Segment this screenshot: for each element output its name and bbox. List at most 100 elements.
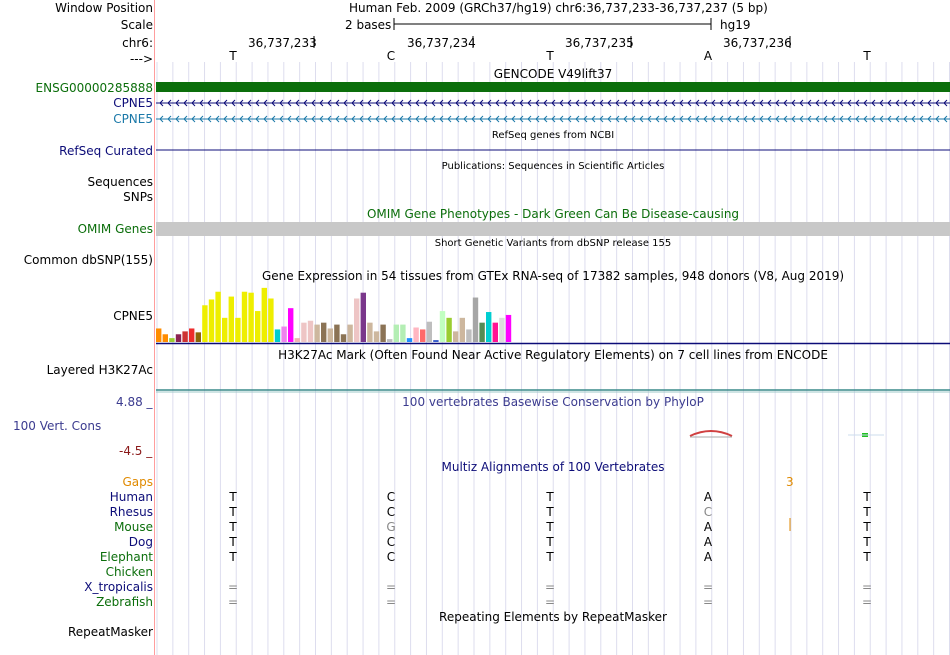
publications-track-title[interactable]: Publications: Sequences in Scientific Ar… bbox=[441, 161, 665, 172]
h3k27ac-track-title[interactable]: H3K27Ac Mark (Often Found Near Active Re… bbox=[278, 348, 828, 362]
gtex-bar bbox=[334, 324, 340, 342]
species-label[interactable]: Elephant bbox=[99, 550, 153, 564]
strand-arrow bbox=[383, 99, 388, 107]
strand-arrow bbox=[735, 115, 740, 123]
strand-arrow bbox=[263, 115, 268, 123]
alignment-base: = bbox=[385, 595, 397, 609]
gencode-track-title[interactable]: GENCODE V49lift37 bbox=[493, 67, 613, 81]
strand-arrow bbox=[767, 115, 772, 123]
dbsnp-track-title[interactable]: Short Genetic Variants from dbSNP releas… bbox=[434, 238, 672, 249]
multiz-track-title[interactable]: Multiz Alignments of 100 Vertebrates bbox=[441, 460, 665, 474]
gtex-bar bbox=[420, 329, 426, 342]
strand-arrow bbox=[591, 115, 596, 123]
strand-arrow bbox=[759, 99, 764, 107]
strand-arrow bbox=[855, 115, 860, 123]
gencode-tx1-label[interactable]: CPNE5 bbox=[113, 96, 153, 110]
gtex-bar bbox=[446, 317, 452, 342]
strand-arrow bbox=[759, 115, 764, 123]
gtex-label[interactable]: CPNE5 bbox=[113, 309, 153, 323]
strand-arrow bbox=[311, 115, 316, 123]
scale-assembly: hg19 bbox=[720, 18, 751, 32]
gencode-gene-bar bbox=[156, 82, 950, 92]
species-label[interactable]: Rhesus bbox=[109, 505, 153, 519]
gtex-bar bbox=[453, 331, 459, 342]
strand-arrow bbox=[671, 115, 676, 123]
strand-arrow bbox=[383, 115, 388, 123]
strand-arrow bbox=[903, 99, 908, 107]
strand-arrow bbox=[919, 115, 924, 123]
strand-arrow bbox=[575, 99, 580, 107]
alignment-base: C bbox=[386, 550, 396, 564]
strand-arrow bbox=[471, 99, 476, 107]
gtex-track-title[interactable]: Gene Expression in 54 tissues from GTEx … bbox=[261, 269, 845, 283]
refseq-label[interactable]: RefSeq Curated bbox=[59, 144, 153, 158]
repeatmasker-track-title[interactable]: Repeating Elements by RepeatMasker bbox=[439, 610, 667, 624]
strand-arrow bbox=[335, 99, 340, 107]
strand-arrow bbox=[559, 115, 564, 123]
strand-arrow bbox=[743, 115, 748, 123]
alignment-base: = bbox=[544, 580, 556, 594]
omim-track-title[interactable]: OMIM Gene Phenotypes - Dark Green Can Be… bbox=[366, 207, 740, 221]
strand-arrow bbox=[855, 99, 860, 107]
repeatmasker-label[interactable]: RepeatMasker bbox=[67, 625, 153, 639]
gtex-bar bbox=[241, 291, 248, 342]
strand-arrow bbox=[831, 115, 836, 123]
gencode-gene-label[interactable]: ENSG00000285888 bbox=[35, 81, 153, 95]
strand-arrow bbox=[815, 99, 820, 107]
alignment-base: = bbox=[702, 580, 714, 594]
strand-arrow bbox=[167, 115, 172, 123]
gtex-bar bbox=[169, 338, 175, 342]
strand-arrow bbox=[943, 99, 948, 107]
species-label[interactable]: Zebrafish bbox=[96, 595, 153, 609]
strand-arrow bbox=[335, 115, 340, 123]
alignment-base: A bbox=[703, 550, 713, 564]
omim-label[interactable]: OMIM Genes bbox=[77, 222, 153, 236]
species-label[interactable]: X_tropicalis bbox=[84, 580, 153, 594]
dbsnp-label[interactable]: Common dbSNP(155) bbox=[23, 253, 153, 267]
alignment-base: = bbox=[544, 595, 556, 609]
strand-arrow bbox=[927, 99, 932, 107]
strand-arrow bbox=[479, 115, 484, 123]
publications-label-snps[interactable]: SNPs bbox=[123, 190, 153, 204]
window-position-text: Human Feb. 2009 (GRCh37/hg19) chr6:36,73… bbox=[349, 1, 768, 15]
strand-arrow bbox=[207, 115, 212, 123]
position-tick: 36,737,236 bbox=[723, 36, 792, 50]
strand-arrow bbox=[463, 99, 468, 107]
alignment-base: C bbox=[703, 505, 713, 519]
gtex-bar bbox=[162, 334, 168, 342]
strand-arrow bbox=[663, 99, 668, 107]
gtex-bar bbox=[479, 322, 485, 342]
strand-arrow bbox=[255, 99, 260, 107]
strand-arrow bbox=[231, 115, 236, 123]
alignment-base: T bbox=[229, 520, 237, 534]
strand-arrow bbox=[215, 115, 220, 123]
strand-arrow bbox=[215, 99, 220, 107]
species-label[interactable]: Chicken bbox=[105, 565, 153, 579]
species-label[interactable]: Mouse bbox=[114, 520, 153, 534]
publications-label-sequences[interactable]: Sequences bbox=[87, 175, 153, 189]
strand-arrow bbox=[279, 99, 284, 107]
gtex-bar bbox=[433, 340, 439, 342]
refseq-track-title[interactable]: RefSeq genes from NCBI bbox=[491, 130, 615, 141]
strand-arrow bbox=[695, 115, 700, 123]
strand-arrow bbox=[271, 99, 276, 107]
species-label[interactable]: Human bbox=[109, 490, 153, 504]
strand-arrow bbox=[879, 99, 884, 107]
gencode-tx2-label[interactable]: CPNE5 bbox=[113, 112, 153, 126]
gtex-bar bbox=[288, 308, 294, 342]
gtex-bar bbox=[182, 331, 188, 342]
gtex-bar bbox=[347, 324, 353, 342]
phylop-track-title[interactable]: 100 vertebrates Basewise Conservation by… bbox=[402, 395, 704, 409]
alignment-base: T bbox=[229, 550, 237, 564]
gtex-bar bbox=[175, 334, 182, 342]
strand-arrow bbox=[175, 115, 180, 123]
strand-arrow bbox=[527, 115, 532, 123]
strand-arrow bbox=[415, 115, 420, 123]
species-label[interactable]: Dog bbox=[128, 535, 153, 549]
h3k27ac-label[interactable]: Layered H3K27Ac bbox=[46, 363, 153, 377]
phylop-label[interactable]: 100 Vert. Cons bbox=[13, 419, 102, 433]
strand-arrow bbox=[159, 115, 164, 123]
strand-arrow bbox=[247, 115, 252, 123]
strand-arrow bbox=[223, 99, 228, 107]
strand-arrow bbox=[607, 99, 612, 107]
